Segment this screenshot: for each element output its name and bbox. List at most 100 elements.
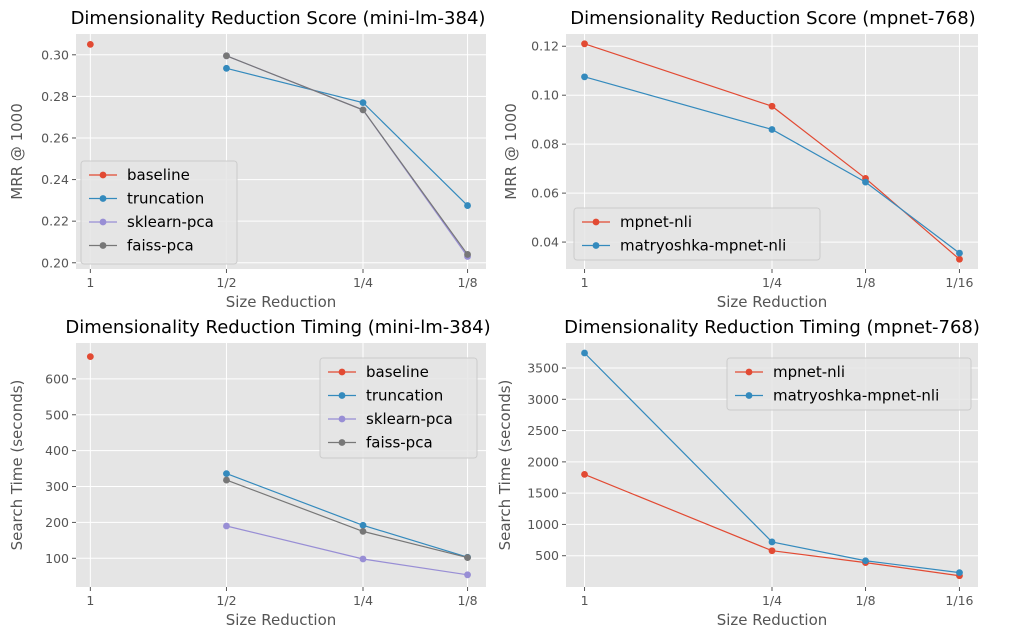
x-tick-label: 1/2 <box>216 593 236 608</box>
chart-1: 0.20 0.22 0.24 0.26 0.28 0.30 1 1/2 1/4 1/8 Dimens… <box>8 8 486 311</box>
legend-marker <box>592 242 600 249</box>
data-point <box>581 349 588 357</box>
y-tick-label: 300 <box>45 479 69 494</box>
legend-label: sklearn-pca <box>366 410 453 428</box>
y-tick-label: 500 <box>535 548 559 563</box>
legend-label: baseline <box>127 166 190 184</box>
legend-entry: truncation <box>328 387 443 405</box>
y-tick-label: 1000 <box>527 517 559 532</box>
y-tick-label: 3000 <box>527 392 559 407</box>
legend-marker <box>99 195 107 202</box>
data-point <box>464 554 471 561</box>
series-matryoshka-mpnet-nli <box>581 349 963 577</box>
y-tick-label: 0.30 <box>41 47 69 62</box>
data-point <box>223 52 230 60</box>
legend: mpnet-nli matryoshka-mpnet-nli <box>726 357 972 411</box>
legend: baseline truncation sklearn-pca faiss-pca <box>319 357 478 459</box>
y-tick-label: 500 <box>45 407 69 422</box>
series-line <box>584 473 960 577</box>
x-tick-label: 1/8 <box>855 593 875 608</box>
x-tick-label: 1/4 <box>353 593 373 608</box>
y-tick-label: 0.24 <box>41 172 69 187</box>
legend-label: matryoshka-mpnet-nli <box>773 387 939 405</box>
y-tick-label: 200 <box>45 515 69 530</box>
x-tick-label: 1/16 <box>945 593 973 608</box>
y-tick-label: 600 <box>45 371 69 386</box>
legend-box <box>319 357 478 459</box>
legend-label: mpnet-nli <box>773 363 845 381</box>
legend-entry: faiss-pca <box>89 237 194 255</box>
x-tick-label: 1/8 <box>457 593 477 608</box>
legend-marker <box>99 218 107 226</box>
legend-marker <box>338 415 346 423</box>
x-tick-label: 1/4 <box>762 275 782 290</box>
y-tick-label: 3500 <box>527 361 559 376</box>
data-point <box>464 571 471 579</box>
x-tick-label: 1/4 <box>353 275 373 290</box>
chart-3: 100 200 300 400 500 600 1 1/2 1/4 1/8 Dimensionali… <box>8 317 491 629</box>
x-tick-label: 1 <box>581 593 589 608</box>
x-axis-label: Size Reduction <box>717 611 828 629</box>
data-point <box>359 99 367 107</box>
data-point <box>359 106 367 114</box>
y-tick-label: 0.04 <box>531 235 559 250</box>
x-tick-label: 1/8 <box>457 275 477 290</box>
chart-title: Dimensionality Reduction Timing (mini-lm… <box>65 317 490 338</box>
data-point <box>223 470 230 478</box>
y-tick-label: 0.10 <box>531 88 559 103</box>
legend-label: sklearn-pca <box>127 213 214 231</box>
data-point <box>223 476 230 484</box>
legend-box <box>80 160 238 265</box>
series-matryoshka-mpnet-nli <box>581 73 963 257</box>
y-tick-label: 0.06 <box>531 186 559 201</box>
chart-2: 0.04 0.06 0.08 0.10 0.12 1 1/4 1/8 1/16 Dimension… <box>502 8 978 311</box>
y-tick-label: 0.28 <box>41 89 69 104</box>
legend-entry: baseline <box>89 166 190 184</box>
y-tick-label: 1500 <box>527 486 559 501</box>
legend-box <box>573 207 821 261</box>
data-point <box>86 40 94 48</box>
data-point <box>223 522 230 530</box>
x-tick-label: 1/4 <box>762 593 782 608</box>
legend-label: truncation <box>366 387 443 405</box>
legend-label: truncation <box>127 190 204 208</box>
chart-title: Dimensionality Reduction Score (mpnet-76… <box>570 8 975 29</box>
legend-entry: matryoshka-mpnet-nli <box>582 237 786 255</box>
data-point <box>768 102 776 110</box>
legend-entry: matryoshka-mpnet-nli <box>735 387 939 405</box>
data-point <box>359 521 367 529</box>
y-tick-label: 0.08 <box>531 137 559 152</box>
y-axis-label: Search Time (seconds) <box>8 380 26 551</box>
data-point <box>581 40 588 48</box>
data-point <box>862 178 869 186</box>
legend-label: baseline <box>366 363 429 381</box>
y-tick-label: 400 <box>45 443 69 458</box>
x-axis-label: Size Reduction <box>717 293 828 311</box>
legend-marker <box>99 242 107 249</box>
legend-marker <box>745 392 753 399</box>
series-truncation <box>223 64 471 209</box>
legend-label: mpnet-nli <box>620 213 692 231</box>
legend: baseline truncation sklearn-pca faiss-pca <box>80 160 238 265</box>
chart-title: Dimensionality Reduction Score (mini-lm-… <box>71 8 486 29</box>
data-point <box>768 126 776 133</box>
data-point <box>956 569 963 577</box>
x-tick-label: 1 <box>581 275 589 290</box>
series-baseline <box>86 353 94 361</box>
series-line <box>584 76 960 254</box>
series-sklearn-pca <box>223 522 471 579</box>
data-point <box>956 249 963 257</box>
x-tick-label: 1 <box>86 593 94 608</box>
legend-entry: truncation <box>89 190 204 208</box>
data-point <box>862 557 869 565</box>
legend-marker <box>99 171 107 179</box>
legend-label: matryoshka-mpnet-nli <box>620 237 786 255</box>
legend-entry: baseline <box>328 363 429 381</box>
x-tick-label: 1/8 <box>855 275 875 290</box>
legend-marker <box>592 218 600 226</box>
legend-marker <box>338 368 346 376</box>
x-axis-label: Size Reduction <box>226 293 337 311</box>
y-tick-label: 2000 <box>527 454 559 469</box>
y-axis-label: MRR @ 1000 <box>8 103 26 200</box>
